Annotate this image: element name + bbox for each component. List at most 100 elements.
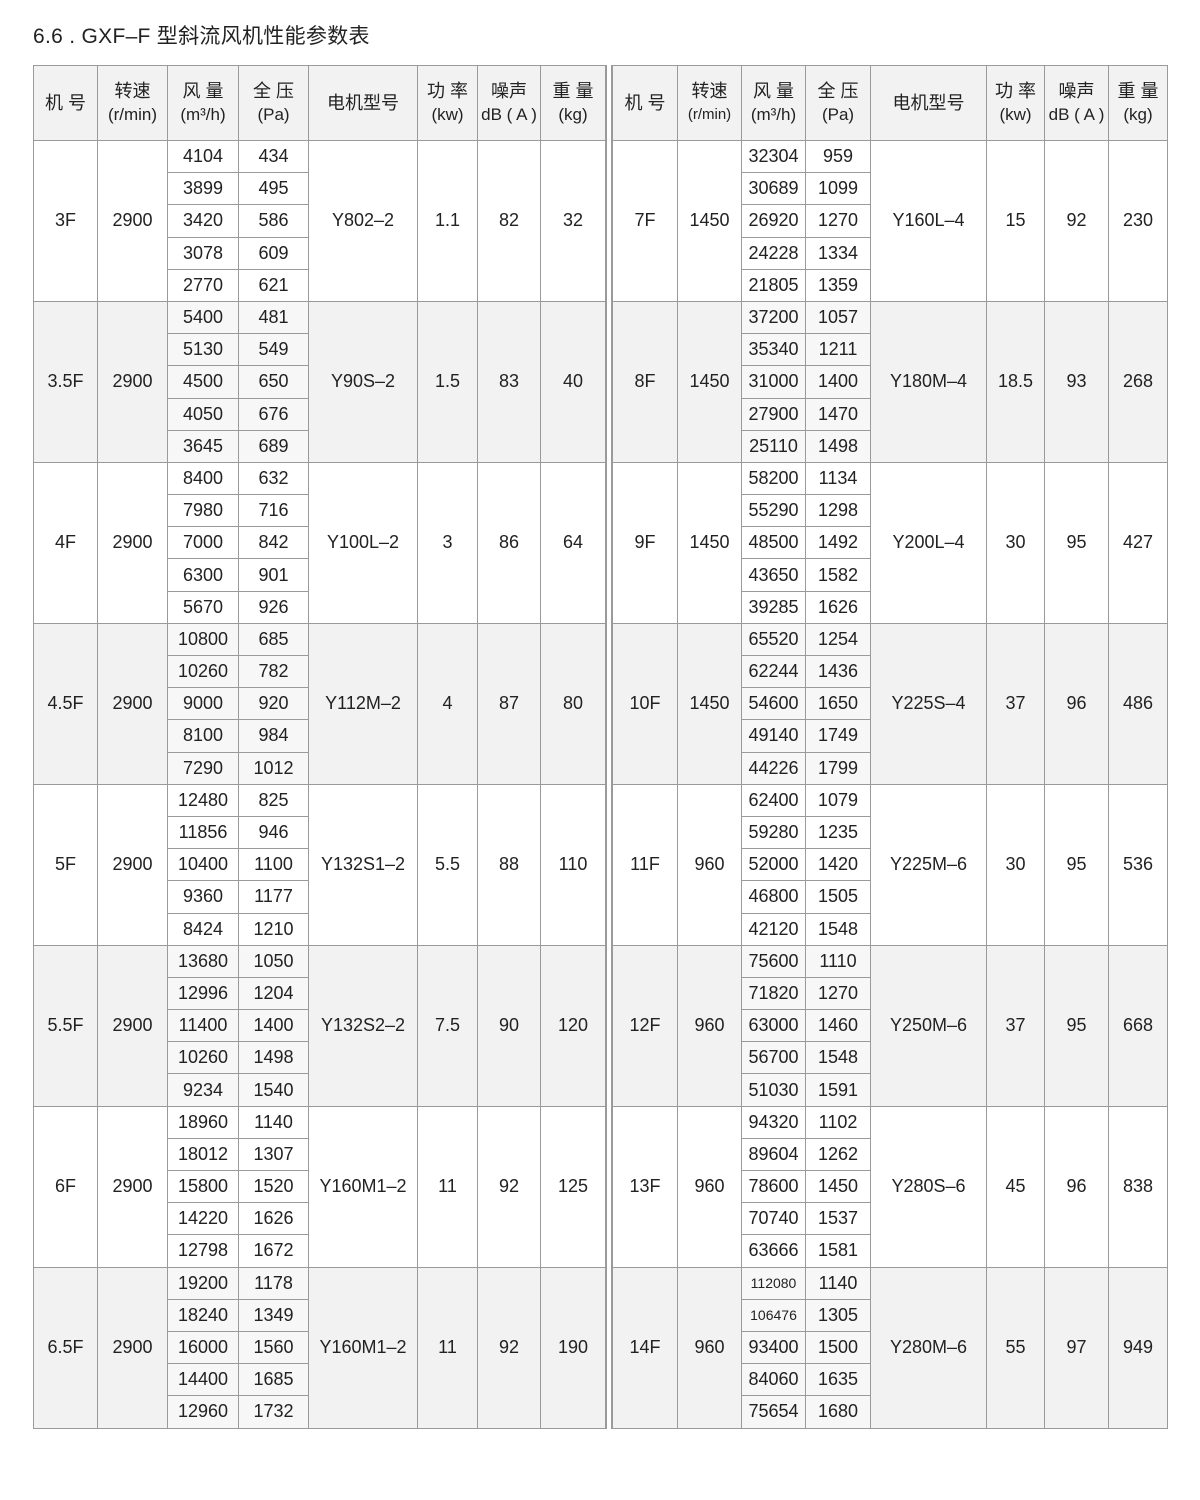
flow-cell: 30689 [741, 172, 806, 206]
table-row: 42120 1548 [613, 912, 1168, 946]
table-row: 55290 1298 [613, 494, 1168, 528]
pressure-cell: 1732 [238, 1395, 309, 1429]
weight-cell: 80 [540, 622, 606, 785]
flow-cell: 14400 [167, 1363, 239, 1397]
flow-cell: 27900 [741, 397, 806, 431]
pressure-cell: 1262 [805, 1137, 871, 1172]
power-cell: 1.1 [417, 140, 478, 302]
header-unit: (r/min) [107, 105, 158, 124]
weight-cell: 838 [1108, 1105, 1168, 1268]
flow-cell: 52000 [741, 848, 806, 882]
flow-cell: 10260 [167, 654, 239, 689]
header-flow: 风 量 (m³/h) [741, 65, 806, 141]
table-row: 54600 1650 [613, 687, 1168, 721]
flow-cell: 5670 [167, 590, 239, 624]
noise-cell: 90 [477, 944, 541, 1107]
speed-cell: 2900 [97, 300, 168, 463]
pressure-cell: 1100 [238, 848, 309, 882]
flow-cell: 4104 [167, 139, 239, 174]
header-label: 重 量 [552, 81, 594, 101]
flow-cell: 25110 [741, 429, 806, 463]
table-row: 84060 1635 [613, 1363, 1168, 1397]
header-label: 全 压 [817, 81, 859, 101]
pressure-cell: 1500 [805, 1330, 871, 1365]
pressure-cell: 1210 [238, 912, 309, 946]
flow-cell: 19200 [167, 1266, 239, 1300]
flow-cell: 71820 [741, 976, 806, 1011]
flow-cell: 63666 [741, 1234, 806, 1268]
table-row: 5670 926 [34, 590, 606, 624]
table-row: 6.5F 2900 19200 1178 Y160M1–2 11 92 190 [33, 1266, 606, 1429]
pressure-cell: 549 [238, 333, 309, 367]
pressure-cell: 481 [238, 300, 309, 335]
pressure-cell: 1400 [805, 365, 871, 399]
speed-cell: 2900 [97, 1105, 168, 1268]
weight-cell: 230 [1108, 140, 1168, 302]
noise-cell: 83 [477, 300, 541, 463]
flow-cell: 32304 [741, 139, 806, 174]
flow-cell: 35340 [741, 333, 806, 367]
header-unit: (m³/h) [180, 105, 226, 124]
weight-cell: 949 [1108, 1266, 1168, 1429]
table-row: 10400 1100 [34, 848, 606, 882]
model-number-cell: 4F [33, 461, 98, 624]
flow-cell: 13680 [167, 944, 239, 978]
flow-cell: 16000 [167, 1330, 239, 1365]
speed-cell: 1450 [677, 461, 742, 624]
speed-cell: 2900 [97, 1266, 168, 1429]
speed-cell: 2900 [97, 140, 168, 302]
pressure-cell: 689 [238, 429, 309, 463]
noise-cell: 82 [477, 140, 541, 302]
header-label: 转速 [114, 81, 151, 101]
flow-cell: 3899 [167, 172, 239, 206]
pressure-cell: 1685 [238, 1363, 309, 1397]
table-row: 5.5F 2900 13680 1050 Y132S2–2 7.5 90 120 [33, 944, 606, 1107]
header-unit: (kg) [558, 105, 588, 124]
table-row: 31000 1400 [613, 365, 1168, 399]
table-row: 11856 946 [34, 815, 606, 850]
power-cell: 55 [986, 1266, 1045, 1429]
power-cell: 7.5 [417, 944, 478, 1107]
motor-model-cell: Y802–2 [308, 140, 418, 302]
flow-cell: 7980 [167, 494, 239, 528]
table-divider [606, 65, 612, 1429]
power-cell: 3 [417, 461, 478, 624]
header-noise: 噪声 dB ( A ) [477, 65, 541, 141]
header-label: 功 率 [426, 81, 468, 101]
noise-cell: 96 [1044, 622, 1109, 785]
pressure-cell: 842 [238, 526, 309, 560]
header-model-number: 机 号 [33, 65, 98, 141]
pressure-cell: 1359 [805, 268, 871, 302]
power-cell: 1.5 [417, 300, 478, 463]
pressure-cell: 1582 [805, 558, 871, 592]
header-unit: (kw) [431, 105, 464, 124]
pressure-cell: 1548 [805, 1041, 871, 1075]
power-cell: 45 [986, 1105, 1045, 1268]
model-number-cell: 6F [33, 1105, 98, 1268]
flow-cell: 10260 [167, 1041, 239, 1075]
header-row: 机 号 转速 (r/min) 风 量 (m³/h) 全 压 (Pa) 电机型号 功 率 (kw) 噪… [33, 65, 606, 141]
table-row: 12996 1204 [34, 976, 606, 1011]
pressure-cell: 825 [238, 783, 309, 817]
table-row: 3F 2900 4104 434 Y802–2 1.1 82 32 [33, 139, 606, 302]
flow-cell: 3420 [167, 204, 239, 238]
flow-cell: 54600 [741, 687, 806, 721]
flow-cell: 9234 [167, 1073, 239, 1107]
speed-cell: 960 [677, 944, 742, 1107]
header-flow: 风 量 (m³/h) [167, 65, 239, 141]
table-row: 10260 1498 [34, 1041, 606, 1075]
model-number-cell: 3.5F [33, 300, 98, 463]
noise-cell: 93 [1044, 300, 1109, 463]
header-label: 风 量 [182, 81, 224, 101]
pressure-cell: 1548 [805, 912, 871, 946]
power-cell: 30 [986, 461, 1045, 624]
model-number-cell: 3F [33, 140, 98, 302]
pressure-cell: 1470 [805, 397, 871, 431]
motor-model-cell: Y160M1–2 [308, 1266, 418, 1429]
header-row: 机 号 转速 (r/min) 风 量 (m³/h) 全 压 (Pa) 电机型号 功 率 (kw) 噪… [612, 65, 1168, 141]
header-label: 功 率 [994, 81, 1036, 101]
model-number-cell: 5.5F [33, 944, 98, 1107]
header-motor-model: 电机型号 [308, 65, 418, 141]
table-row: 12960 1732 [34, 1395, 606, 1429]
flow-cell: 14220 [167, 1202, 239, 1236]
